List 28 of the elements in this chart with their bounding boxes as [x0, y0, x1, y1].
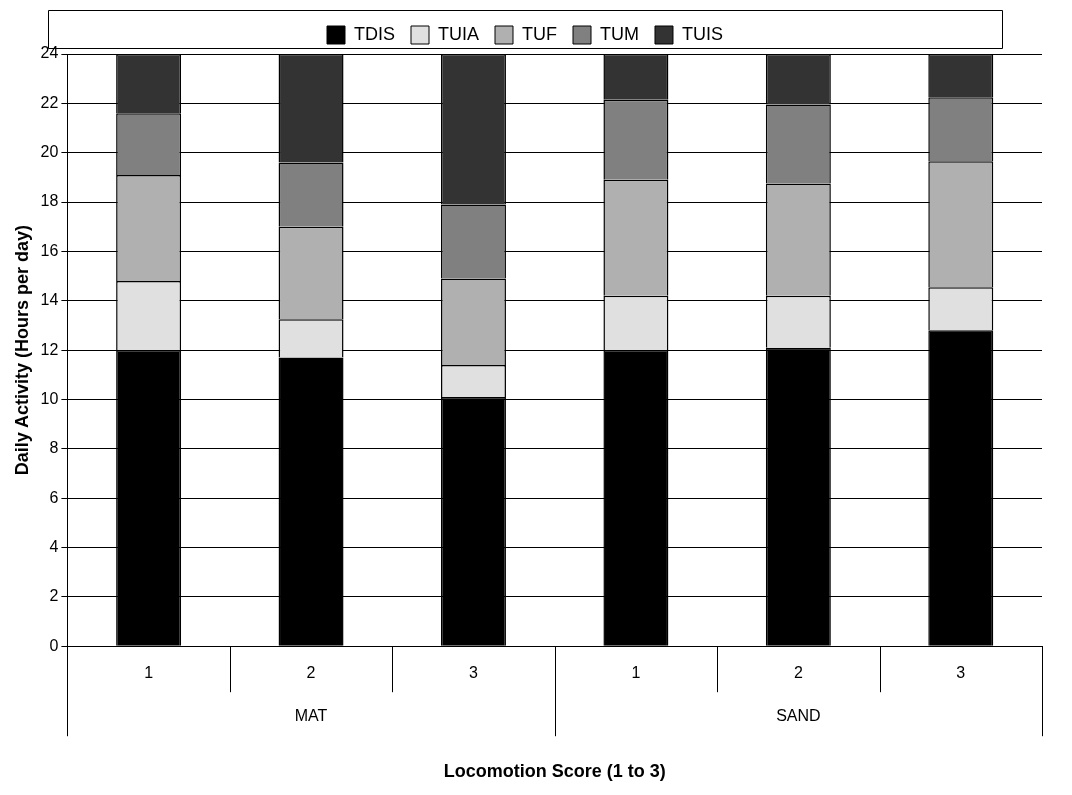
legend-label: TUIA — [438, 23, 480, 44]
y-tick-label: 6 — [49, 488, 59, 506]
y-tick-label: 22 — [40, 93, 59, 111]
y-tick-label: 4 — [49, 537, 59, 555]
y-tick-label: 24 — [40, 44, 59, 62]
text: SAND — [776, 706, 821, 724]
y-tick-label: 14 — [40, 291, 59, 309]
x-tick-label: 3 — [469, 664, 479, 682]
legend-label: TUF — [522, 23, 558, 44]
legend-label: TUM — [600, 23, 639, 44]
x-tick-label: 1 — [144, 664, 154, 682]
y-tick-label: 0 — [49, 636, 59, 654]
legend-label: TDIS — [354, 23, 396, 44]
y-axis-title: Daily Activity (Hours per day) — [11, 224, 32, 476]
y-tick-label: 18 — [40, 192, 59, 210]
y-tick-label: 2 — [49, 587, 59, 605]
y-tick-label: 20 — [40, 143, 59, 161]
x-tick-label: 3 — [956, 664, 966, 682]
y-tick-label: 10 — [40, 389, 59, 407]
text: MAT — [294, 706, 328, 724]
y-tick-label: 16 — [40, 241, 59, 259]
x-axis-title: Locomotion Score (1 to 3) — [443, 761, 666, 782]
x-tick-label: 2 — [306, 664, 316, 682]
y-tick-label: 12 — [40, 340, 59, 358]
legend-label: TUIS — [681, 23, 723, 44]
x-tick-label: 1 — [631, 664, 641, 682]
y-tick-label: 8 — [49, 439, 59, 457]
x-tick-label: 2 — [793, 664, 803, 682]
